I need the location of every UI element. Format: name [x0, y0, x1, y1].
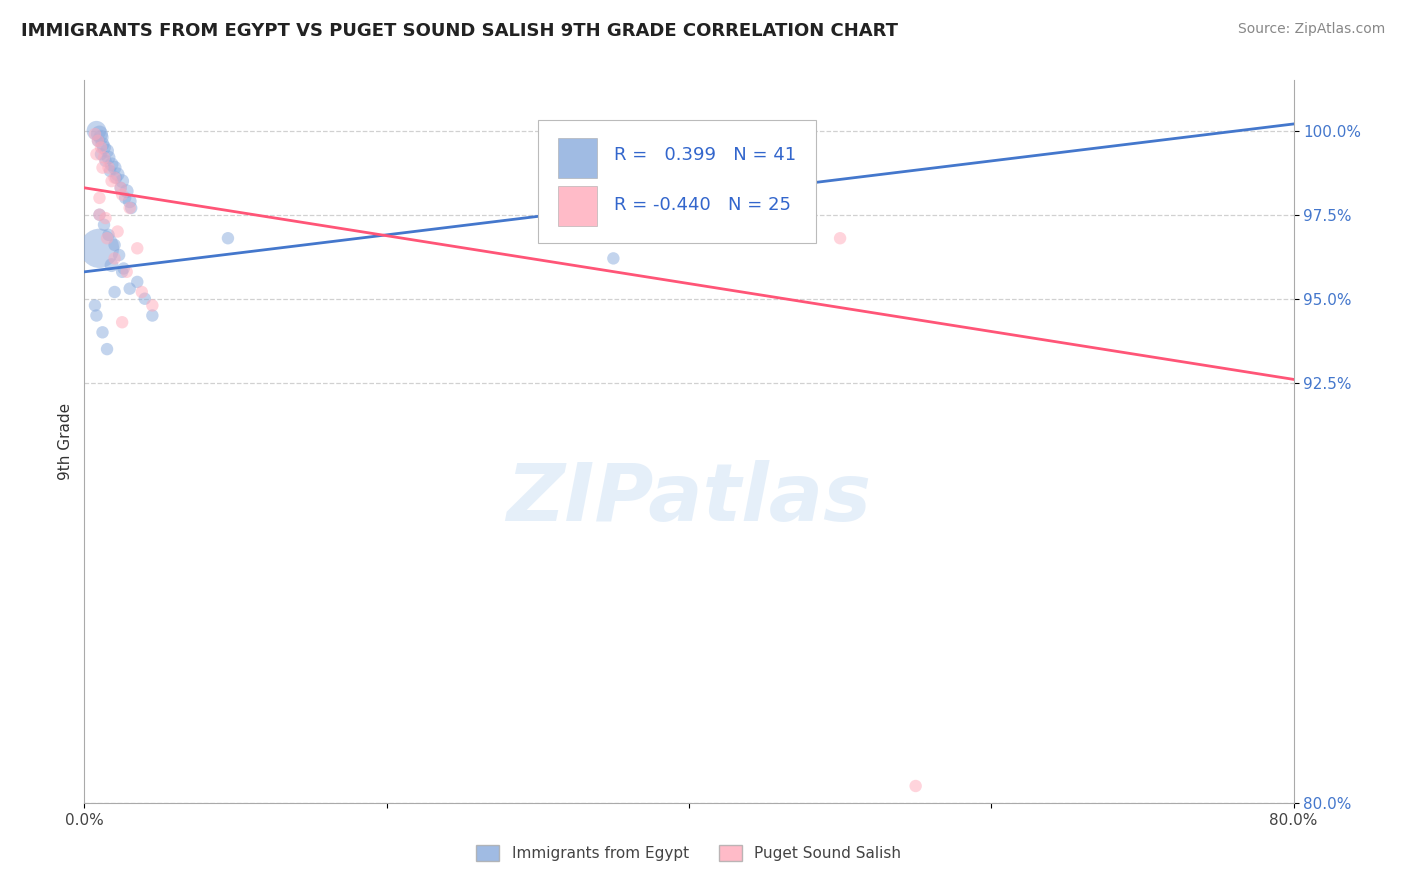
Point — [134, 292, 156, 306]
Point — [602, 252, 624, 266]
Point — [96, 342, 118, 356]
Point — [97, 227, 120, 242]
Point — [100, 157, 122, 171]
Point — [100, 258, 122, 272]
Text: R =   0.399   N = 41: R = 0.399 N = 41 — [614, 146, 796, 164]
Point — [89, 127, 111, 141]
Point — [84, 298, 107, 312]
Point — [104, 161, 127, 175]
Point — [127, 275, 149, 289]
Point — [89, 191, 111, 205]
Point — [217, 231, 239, 245]
Point — [107, 225, 129, 239]
Point — [89, 241, 111, 255]
Point — [94, 153, 117, 168]
Point — [110, 181, 132, 195]
Point — [120, 201, 142, 215]
Point — [97, 161, 120, 175]
Point — [87, 134, 110, 148]
Point — [89, 208, 111, 222]
Point — [904, 779, 927, 793]
Point — [111, 265, 134, 279]
Point — [97, 151, 120, 165]
Text: R = -0.440   N = 25: R = -0.440 N = 25 — [614, 195, 792, 213]
Point — [91, 326, 114, 340]
Point — [104, 170, 127, 185]
Y-axis label: 9th Grade: 9th Grade — [58, 403, 73, 480]
Point — [86, 309, 108, 323]
Point — [96, 144, 118, 158]
Point — [104, 238, 127, 252]
Point — [118, 282, 141, 296]
Point — [108, 248, 131, 262]
Text: ZIPatlas: ZIPatlas — [506, 460, 872, 539]
Point — [90, 130, 112, 145]
Point — [115, 184, 138, 198]
Point — [93, 140, 115, 154]
Point — [98, 164, 121, 178]
Point — [118, 194, 141, 209]
Point — [111, 315, 134, 329]
Point — [91, 161, 114, 175]
Point — [86, 147, 108, 161]
Point — [127, 241, 149, 255]
Point — [90, 147, 112, 161]
Point — [87, 134, 110, 148]
Point — [84, 127, 107, 141]
Point — [110, 181, 132, 195]
Point — [94, 211, 117, 225]
Point — [111, 174, 134, 188]
FancyBboxPatch shape — [558, 138, 598, 178]
Point — [104, 285, 127, 299]
Point — [86, 124, 108, 138]
Point — [114, 191, 136, 205]
Point — [131, 285, 153, 299]
Point — [104, 252, 127, 266]
Point — [90, 140, 112, 154]
Legend: Immigrants from Egypt, Puget Sound Salish: Immigrants from Egypt, Puget Sound Salis… — [471, 839, 907, 867]
Point — [91, 137, 114, 152]
Point — [830, 231, 852, 245]
Point — [141, 309, 163, 323]
FancyBboxPatch shape — [538, 120, 815, 243]
Point — [112, 261, 135, 276]
Point — [107, 167, 129, 181]
Point — [115, 265, 138, 279]
Point — [118, 201, 141, 215]
Point — [89, 208, 111, 222]
Point — [100, 174, 122, 188]
Text: IMMIGRANTS FROM EGYPT VS PUGET SOUND SALISH 9TH GRADE CORRELATION CHART: IMMIGRANTS FROM EGYPT VS PUGET SOUND SAL… — [21, 22, 898, 40]
Point — [141, 298, 163, 312]
FancyBboxPatch shape — [558, 186, 598, 227]
Text: Source: ZipAtlas.com: Source: ZipAtlas.com — [1237, 22, 1385, 37]
Point — [111, 187, 134, 202]
Point — [96, 231, 118, 245]
Point — [93, 218, 115, 232]
Point — [93, 151, 115, 165]
Point — [105, 170, 128, 185]
